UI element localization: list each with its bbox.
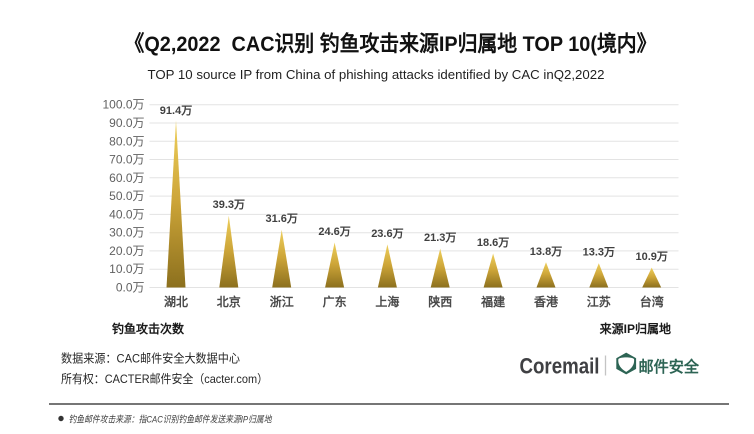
svg-text:钓鱼邮件攻击来源：指CAC识别钓鱼邮件发送来源IP归属地: 钓鱼邮件攻击来源：指CAC识别钓鱼邮件发送来源IP归属地 bbox=[69, 413, 273, 425]
svg-text:10.0万: 10.0万 bbox=[109, 262, 144, 276]
svg-text:台湾: 台湾 bbox=[640, 294, 664, 309]
svg-text:30.0万: 30.0万 bbox=[109, 226, 144, 240]
svg-text:湖北: 湖北 bbox=[164, 294, 188, 309]
svg-text:39.3万: 39.3万 bbox=[213, 198, 245, 211]
svg-text:31.6万: 31.6万 bbox=[265, 212, 297, 225]
svg-text:数据来源：CAC邮件安全大数据中心: 数据来源：CAC邮件安全大数据中心 bbox=[61, 351, 240, 366]
svg-text:《Q2,2022 CAC识别 钓鱼攻击来源IP归属地 TO: 《Q2,2022 CAC识别 钓鱼攻击来源IP归属地 TOP 10(境内》 bbox=[125, 31, 657, 56]
svg-text:广东: 广东 bbox=[323, 294, 347, 309]
svg-text:13.3万: 13.3万 bbox=[583, 246, 615, 259]
svg-text:陕西: 陕西 bbox=[428, 294, 452, 309]
svg-text:21.3万: 21.3万 bbox=[424, 231, 456, 244]
svg-text:18.6万: 18.6万 bbox=[477, 236, 509, 249]
svg-text:福建: 福建 bbox=[480, 294, 506, 309]
svg-text:24.6万: 24.6万 bbox=[318, 225, 350, 238]
svg-text:香港: 香港 bbox=[533, 294, 559, 309]
svg-text:20.0万: 20.0万 bbox=[109, 244, 144, 258]
svg-text:上海: 上海 bbox=[375, 294, 399, 309]
svg-text:91.4万: 91.4万 bbox=[160, 104, 192, 117]
svg-text:10.9万: 10.9万 bbox=[635, 250, 667, 263]
svg-text:60.0万: 60.0万 bbox=[109, 171, 144, 185]
svg-text:23.6万: 23.6万 bbox=[371, 227, 403, 240]
svg-text:浙江: 浙江 bbox=[270, 294, 294, 309]
svg-text:邮件安全: 邮件安全 bbox=[639, 357, 700, 376]
svg-text:13.8万: 13.8万 bbox=[530, 245, 562, 258]
svg-text:40.0万: 40.0万 bbox=[109, 207, 144, 221]
svg-text:100.0万: 100.0万 bbox=[102, 98, 144, 112]
svg-text:所有权：CACTER邮件安全（cacter.com）: 所有权：CACTER邮件安全（cacter.com） bbox=[61, 371, 268, 386]
svg-text:江苏: 江苏 bbox=[587, 294, 611, 309]
svg-text:钓鱼攻击次数: 钓鱼攻击次数 bbox=[112, 321, 185, 336]
svg-text:来源IP归属地: 来源IP归属地 bbox=[599, 321, 671, 336]
svg-text:70.0万: 70.0万 bbox=[109, 153, 144, 167]
svg-text:0.0万: 0.0万 bbox=[116, 281, 145, 295]
svg-text:TOP 10 source IP from China of: TOP 10 source IP from China of phishing … bbox=[148, 67, 605, 82]
svg-text:Coremail: Coremail bbox=[520, 354, 600, 379]
svg-text:50.0万: 50.0万 bbox=[109, 189, 144, 203]
svg-text:北京: 北京 bbox=[217, 294, 241, 309]
svg-text:80.0万: 80.0万 bbox=[109, 134, 144, 148]
svg-text:90.0万: 90.0万 bbox=[109, 116, 144, 130]
